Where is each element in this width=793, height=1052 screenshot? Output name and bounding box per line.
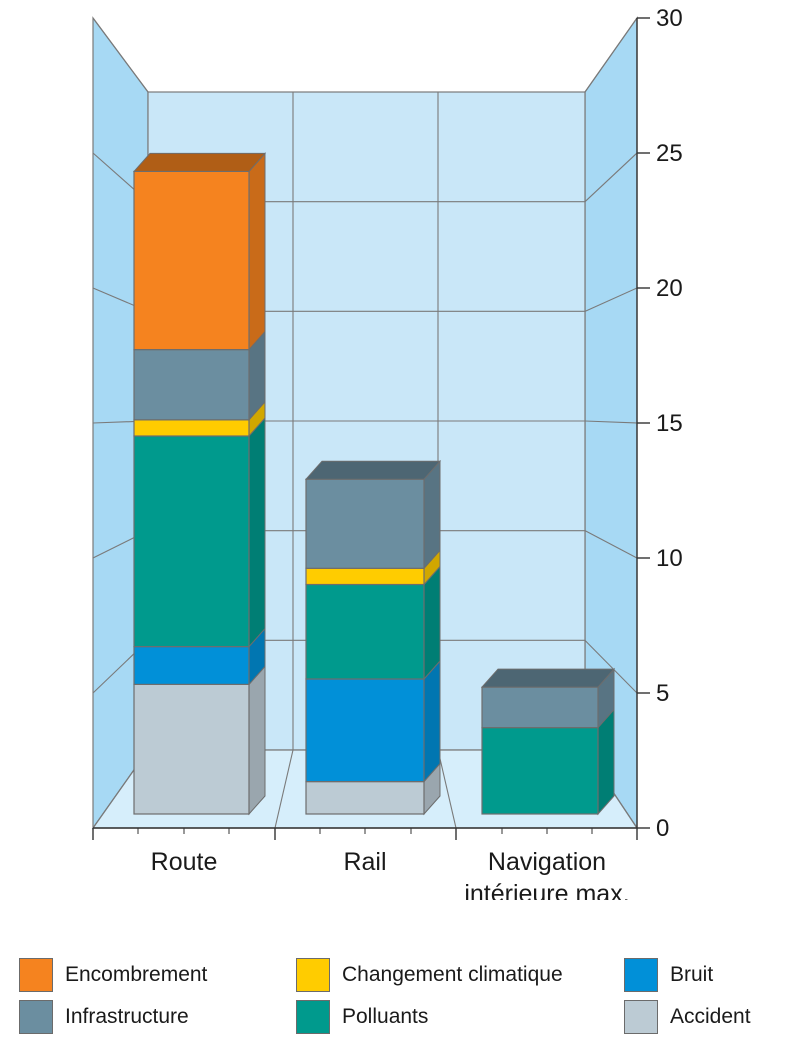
floor-divider bbox=[437, 749, 457, 829]
category-label: intérieure max. bbox=[464, 880, 629, 900]
bar-segment-side bbox=[248, 152, 266, 351]
bar-segment bbox=[133, 683, 250, 815]
bar-segment bbox=[305, 567, 425, 586]
y-axis: 0 5 10 15 20 25 30 bbox=[92, 5, 683, 842]
bar-segment bbox=[481, 726, 599, 815]
bar-group-2 bbox=[480, 667, 616, 816]
legend-swatch bbox=[19, 1000, 53, 1034]
legend-swatch bbox=[624, 1000, 658, 1034]
y-tick-label: 30 bbox=[656, 5, 683, 32]
y-tick-label: 15 bbox=[656, 410, 683, 437]
bar-segment-side bbox=[423, 565, 441, 681]
floor-divider bbox=[274, 749, 294, 829]
legend-swatch bbox=[624, 958, 658, 992]
y-tick-label: 5 bbox=[656, 680, 669, 707]
bar-group-0 bbox=[132, 152, 267, 816]
bar-segment-side bbox=[248, 665, 266, 816]
legend-label: Polluants bbox=[342, 1005, 429, 1028]
bar-segment bbox=[305, 583, 425, 680]
bar-group-1 bbox=[304, 459, 442, 816]
legend-item: Polluants bbox=[296, 1000, 428, 1034]
legend-label: Infrastructure bbox=[65, 1005, 189, 1028]
gridline-right bbox=[584, 152, 638, 203]
bar-top-face bbox=[304, 460, 442, 480]
gridline-left bbox=[92, 17, 149, 93]
bar-segment-side bbox=[423, 459, 441, 570]
legend-item: Infrastructure bbox=[19, 1000, 189, 1034]
legend-swatch bbox=[296, 1000, 330, 1034]
gridline-right bbox=[584, 420, 638, 424]
legend-swatch bbox=[19, 958, 53, 992]
bar-segment-side bbox=[248, 416, 266, 648]
legend-item: Accident bbox=[624, 1000, 751, 1034]
bar-segment bbox=[133, 645, 250, 685]
stacked-bar-chart: 0 5 10 15 20 25 30 Route Rail Navigation intérieu… bbox=[91, 5, 683, 900]
legend-item: Bruit bbox=[624, 958, 713, 992]
bar-top-face bbox=[480, 668, 616, 688]
bar-segment bbox=[133, 170, 250, 351]
bar-top-face bbox=[132, 152, 267, 172]
category-label: Navigation bbox=[488, 848, 606, 876]
gridline-right bbox=[584, 639, 638, 694]
category-labels: Route Rail Navigation intérieure max. bbox=[151, 848, 630, 900]
y-tick-label: 25 bbox=[656, 140, 683, 167]
legend-item: Encombrement bbox=[19, 958, 207, 992]
legend-label: Changement climatique bbox=[342, 963, 563, 986]
chart-bars bbox=[132, 152, 616, 816]
gridline-right bbox=[584, 17, 638, 93]
legend-swatch bbox=[296, 958, 330, 992]
bar-segment-side bbox=[423, 659, 441, 783]
legend-label: Bruit bbox=[670, 963, 714, 986]
bar-segment bbox=[305, 678, 425, 783]
bar-segment bbox=[133, 435, 250, 648]
legend-label: Encombrement bbox=[65, 963, 208, 986]
category-label: Route bbox=[151, 848, 218, 876]
y-tick-label: 20 bbox=[656, 275, 683, 302]
bar-segment bbox=[133, 349, 250, 421]
y-tick-label: 10 bbox=[656, 545, 683, 572]
category-label: Rail bbox=[343, 848, 386, 876]
bar-segment bbox=[305, 478, 425, 569]
gridline-right bbox=[584, 287, 638, 312]
legend-item: Changement climatique bbox=[296, 958, 563, 992]
gridline-right bbox=[584, 530, 638, 559]
bar-segment bbox=[481, 686, 599, 729]
bar-segment bbox=[133, 419, 250, 437]
bar-segment bbox=[305, 780, 425, 815]
y-tick-label: 0 bbox=[656, 815, 669, 842]
legend-label: Accident bbox=[670, 1005, 751, 1028]
